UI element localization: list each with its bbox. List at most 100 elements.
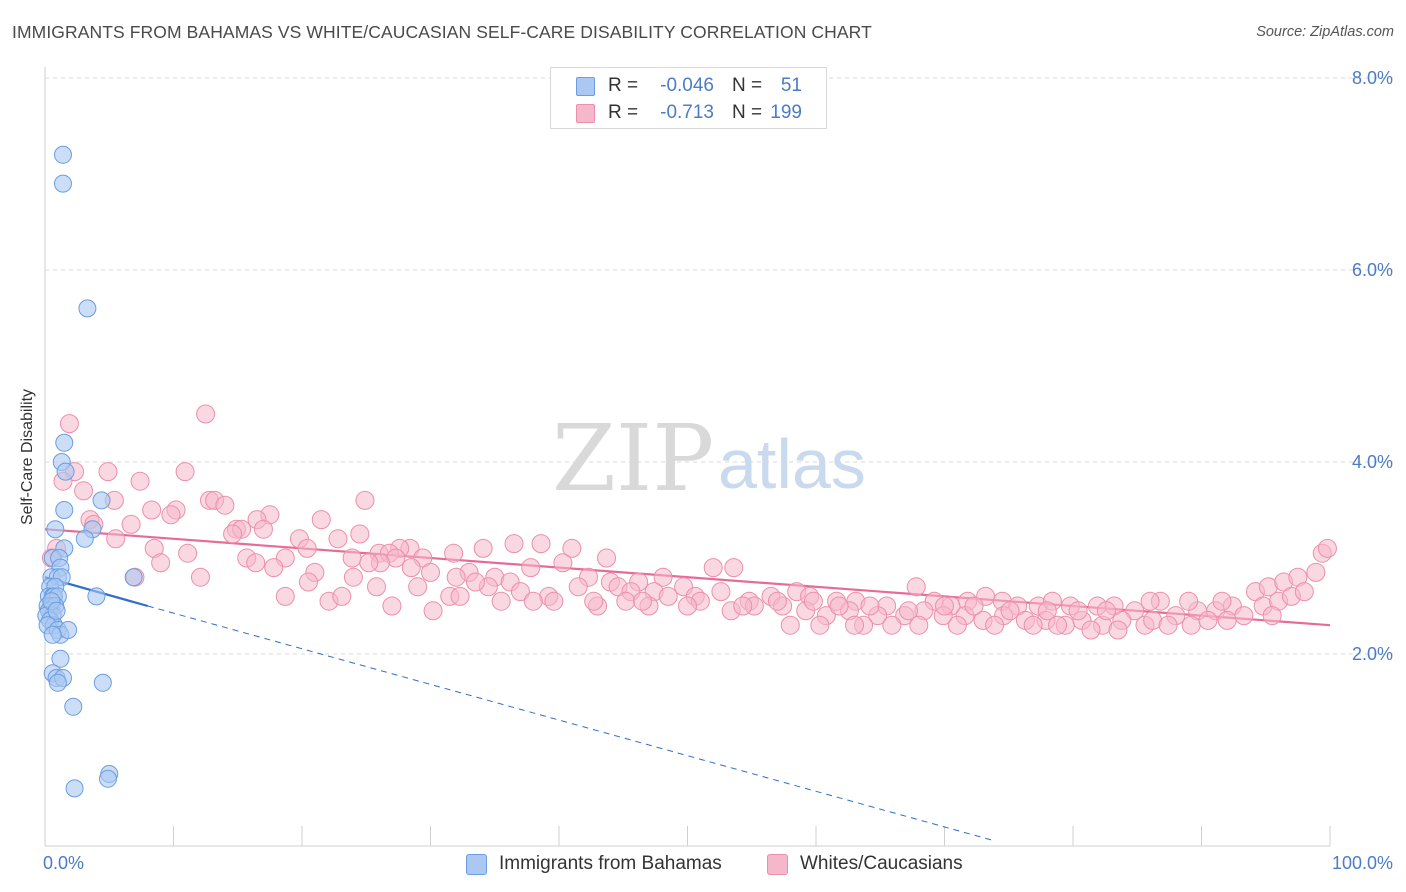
data-point-whites [342,548,362,568]
data-point-whites [860,596,880,616]
stats-row-bahamas: R = -0.046 N = 51 [551,74,826,100]
data-point-whites [935,596,954,616]
data-point-bahamas [64,697,83,716]
data-point-bahamas [48,673,67,692]
data-point-whites [1217,610,1237,630]
data-point-whites [190,567,210,587]
data-point-whites [678,596,697,616]
data-point-whites [328,529,348,549]
data-point-whites [275,586,295,606]
data-point-bahamas [78,299,97,318]
data-point-whites [616,591,636,611]
data-point-whites [74,481,94,501]
data-point-whites [359,553,379,573]
data-point-whites [196,404,216,424]
data-point-bahamas [43,625,62,644]
r-value: -0.713 [660,102,714,123]
data-point-bahamas [98,769,117,788]
data-point-bahamas [93,673,112,692]
data-point-whites [964,596,984,616]
data-point-whites [297,538,317,558]
stats-legend: R = -0.046 N = 51 R = -0.713 N = 199 [550,67,827,129]
legend-label: Immigrants from Bahamas [499,853,722,874]
watermark-atlas: atlas [718,425,866,503]
data-point-whites [1140,591,1160,611]
data-point-whites [1317,538,1337,558]
watermark-zip: ZIP [552,405,714,512]
data-point-bahamas [55,433,74,452]
data-point-whites [767,591,787,611]
data-point-bahamas [51,649,70,668]
y-tick-label: 4.0% [1352,452,1393,472]
tick-labels: 2.0% 4.0% 6.0% 8.0% 0.0% 100.0% [43,68,1393,873]
data-point-whites [633,591,653,611]
data-point-whites [510,582,530,602]
whites-swatch [576,104,595,123]
source-label: Source: ZipAtlas.com [1256,24,1394,40]
data-point-whites [597,548,617,568]
data-point-whites [1023,615,1043,635]
data-point-bahamas [56,462,75,481]
data-point-whites [1212,591,1232,611]
data-point-whites [803,591,823,611]
axes [44,67,1331,847]
data-point-whites [178,543,198,563]
data-point-whites [1108,620,1128,640]
trend-line-bahamas-extrapolated [147,605,997,842]
data-point-whites [1179,591,1199,611]
data-point-whites [1234,606,1254,626]
data-point-bahamas [53,145,72,164]
data-point-bahamas [46,520,65,539]
data-point-whites [298,572,318,592]
data-point-whites [1081,620,1101,640]
data-point-whites [780,615,800,635]
n-value: 51 [780,75,802,96]
data-point-whites [810,615,830,635]
y-tick-label: 8.0% [1352,68,1393,88]
data-point-bahamas [53,174,72,193]
data-point-whites [1198,610,1218,630]
data-point-whites [1125,601,1145,621]
data-point-whites [711,582,731,602]
data-point-bahamas [65,779,84,798]
data-point-whites [408,577,428,597]
r-value: -0.046 [660,75,714,96]
data-point-whites [491,591,511,611]
data-point-whites [703,558,723,578]
data-point-whites [1068,601,1088,621]
data-point-whites [161,505,181,525]
data-point-whites [521,558,541,578]
series-legend: Immigrants from Bahamas Whites/Caucasian… [0,852,1406,878]
data-point-whites [382,596,402,616]
data-point-whites [1048,615,1068,635]
data-point-bahamas [55,501,74,519]
data-point-whites [264,558,284,578]
stats-row-whites: R = -0.713 N = 199 [551,101,826,127]
data-point-whites [1000,601,1020,621]
data-point-whites [1037,601,1057,621]
data-point-whites [909,615,929,635]
data-point-whites [531,534,551,554]
data-point-whites [142,500,162,520]
y-tick-label: 2.0% [1352,644,1393,664]
data-point-whites [253,519,273,539]
data-point-whites [882,615,902,635]
data-point-whites [584,591,604,611]
data-point-whites [544,591,564,611]
data-point-whites [151,553,171,573]
data-point-whites [130,471,150,491]
data-point-whites [473,538,493,558]
data-point-whites [175,462,195,482]
r-label: R = [608,75,639,96]
bahamas-swatch [576,77,595,96]
data-point-whites [658,586,678,606]
data-point-whites [1294,582,1314,602]
data-point-whites [444,543,464,563]
data-point-whites [215,495,235,515]
data-point-whites [401,558,421,578]
data-point-whites [446,567,466,587]
data-point-whites [98,462,118,482]
legend-label: Whites/Caucasians [800,853,963,874]
data-point-whites [733,596,753,616]
data-point-whites [523,591,543,611]
